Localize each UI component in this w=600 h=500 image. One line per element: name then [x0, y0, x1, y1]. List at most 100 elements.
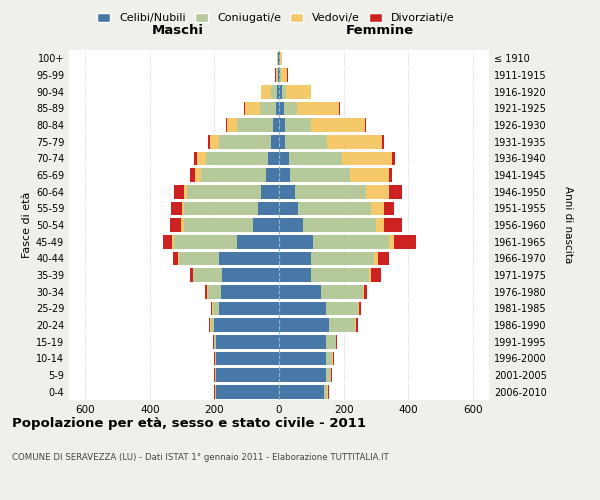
- Bar: [227, 118, 237, 132]
- Bar: [290, 168, 350, 182]
- Bar: [392, 152, 395, 165]
- Bar: [286, 135, 328, 148]
- Bar: [326, 302, 358, 315]
- Bar: [311, 268, 370, 282]
- Bar: [295, 185, 366, 198]
- Bar: [226, 118, 227, 132]
- Bar: [194, 152, 197, 165]
- Bar: [279, 235, 313, 248]
- Bar: [272, 118, 279, 132]
- Bar: [266, 168, 279, 182]
- Bar: [197, 152, 206, 165]
- Bar: [277, 85, 279, 98]
- Bar: [371, 268, 381, 282]
- Bar: [268, 152, 279, 165]
- Bar: [371, 202, 384, 215]
- Bar: [216, 352, 279, 365]
- Bar: [253, 218, 279, 232]
- Bar: [279, 202, 298, 215]
- Bar: [184, 185, 187, 198]
- Bar: [208, 285, 221, 298]
- Bar: [206, 152, 268, 165]
- Bar: [298, 202, 371, 215]
- Bar: [261, 185, 279, 198]
- Bar: [179, 252, 219, 265]
- Bar: [281, 85, 286, 98]
- Bar: [382, 135, 384, 148]
- Bar: [174, 235, 237, 248]
- Bar: [181, 218, 184, 232]
- Bar: [333, 352, 334, 365]
- Bar: [219, 135, 271, 148]
- Bar: [279, 335, 326, 348]
- Bar: [335, 335, 336, 348]
- Text: Popolazione per età, sesso e stato civile - 2011: Popolazione per età, sesso e stato civil…: [12, 418, 366, 430]
- Bar: [279, 152, 289, 165]
- Bar: [384, 218, 402, 232]
- Bar: [271, 135, 279, 148]
- Y-axis label: Anni di nascita: Anni di nascita: [563, 186, 574, 264]
- Bar: [279, 135, 286, 148]
- Bar: [365, 118, 366, 132]
- Legend: Celibi/Nubili, Coniugati/e, Vedovi/e, Divorziati/e: Celibi/Nubili, Coniugati/e, Vedovi/e, Di…: [93, 8, 459, 28]
- Bar: [297, 102, 339, 115]
- Bar: [214, 318, 279, 332]
- Bar: [190, 168, 195, 182]
- Bar: [276, 68, 277, 82]
- Bar: [311, 118, 365, 132]
- Bar: [321, 285, 363, 298]
- Bar: [182, 202, 184, 215]
- Bar: [279, 168, 290, 182]
- Bar: [359, 302, 361, 315]
- Bar: [216, 385, 279, 398]
- Bar: [209, 318, 210, 332]
- Bar: [370, 268, 371, 282]
- Bar: [364, 285, 367, 298]
- Bar: [195, 168, 202, 182]
- Bar: [339, 102, 340, 115]
- Bar: [389, 185, 402, 198]
- Bar: [260, 102, 276, 115]
- Bar: [279, 285, 321, 298]
- Y-axis label: Fasce di età: Fasce di età: [22, 192, 32, 258]
- Bar: [281, 68, 287, 82]
- Bar: [328, 385, 329, 398]
- Bar: [289, 152, 342, 165]
- Bar: [326, 368, 331, 382]
- Bar: [244, 102, 245, 115]
- Bar: [311, 252, 374, 265]
- Bar: [184, 218, 253, 232]
- Bar: [377, 252, 389, 265]
- Bar: [313, 235, 389, 248]
- Bar: [363, 285, 364, 298]
- Bar: [279, 302, 326, 315]
- Bar: [187, 185, 261, 198]
- Bar: [221, 285, 279, 298]
- Bar: [342, 152, 392, 165]
- Bar: [171, 202, 182, 215]
- Bar: [355, 318, 356, 332]
- Bar: [328, 135, 382, 148]
- Bar: [279, 252, 311, 265]
- Bar: [286, 118, 311, 132]
- Bar: [284, 102, 297, 115]
- Bar: [394, 235, 416, 248]
- Bar: [324, 385, 328, 398]
- Bar: [326, 335, 335, 348]
- Bar: [170, 218, 181, 232]
- Bar: [207, 285, 208, 298]
- Bar: [276, 102, 279, 115]
- Bar: [216, 368, 279, 382]
- Bar: [223, 268, 279, 282]
- Bar: [211, 318, 214, 332]
- Text: COMUNE DI SERAVEZZA (LU) - Dati ISTAT 1° gennaio 2011 - Elaborazione TUTTITALIA.: COMUNE DI SERAVEZZA (LU) - Dati ISTAT 1°…: [12, 452, 389, 462]
- Bar: [326, 352, 332, 365]
- Bar: [245, 102, 260, 115]
- Bar: [279, 68, 280, 82]
- Bar: [209, 135, 219, 148]
- Bar: [286, 85, 311, 98]
- Bar: [279, 352, 326, 365]
- Bar: [384, 202, 394, 215]
- Bar: [374, 252, 377, 265]
- Bar: [190, 268, 193, 282]
